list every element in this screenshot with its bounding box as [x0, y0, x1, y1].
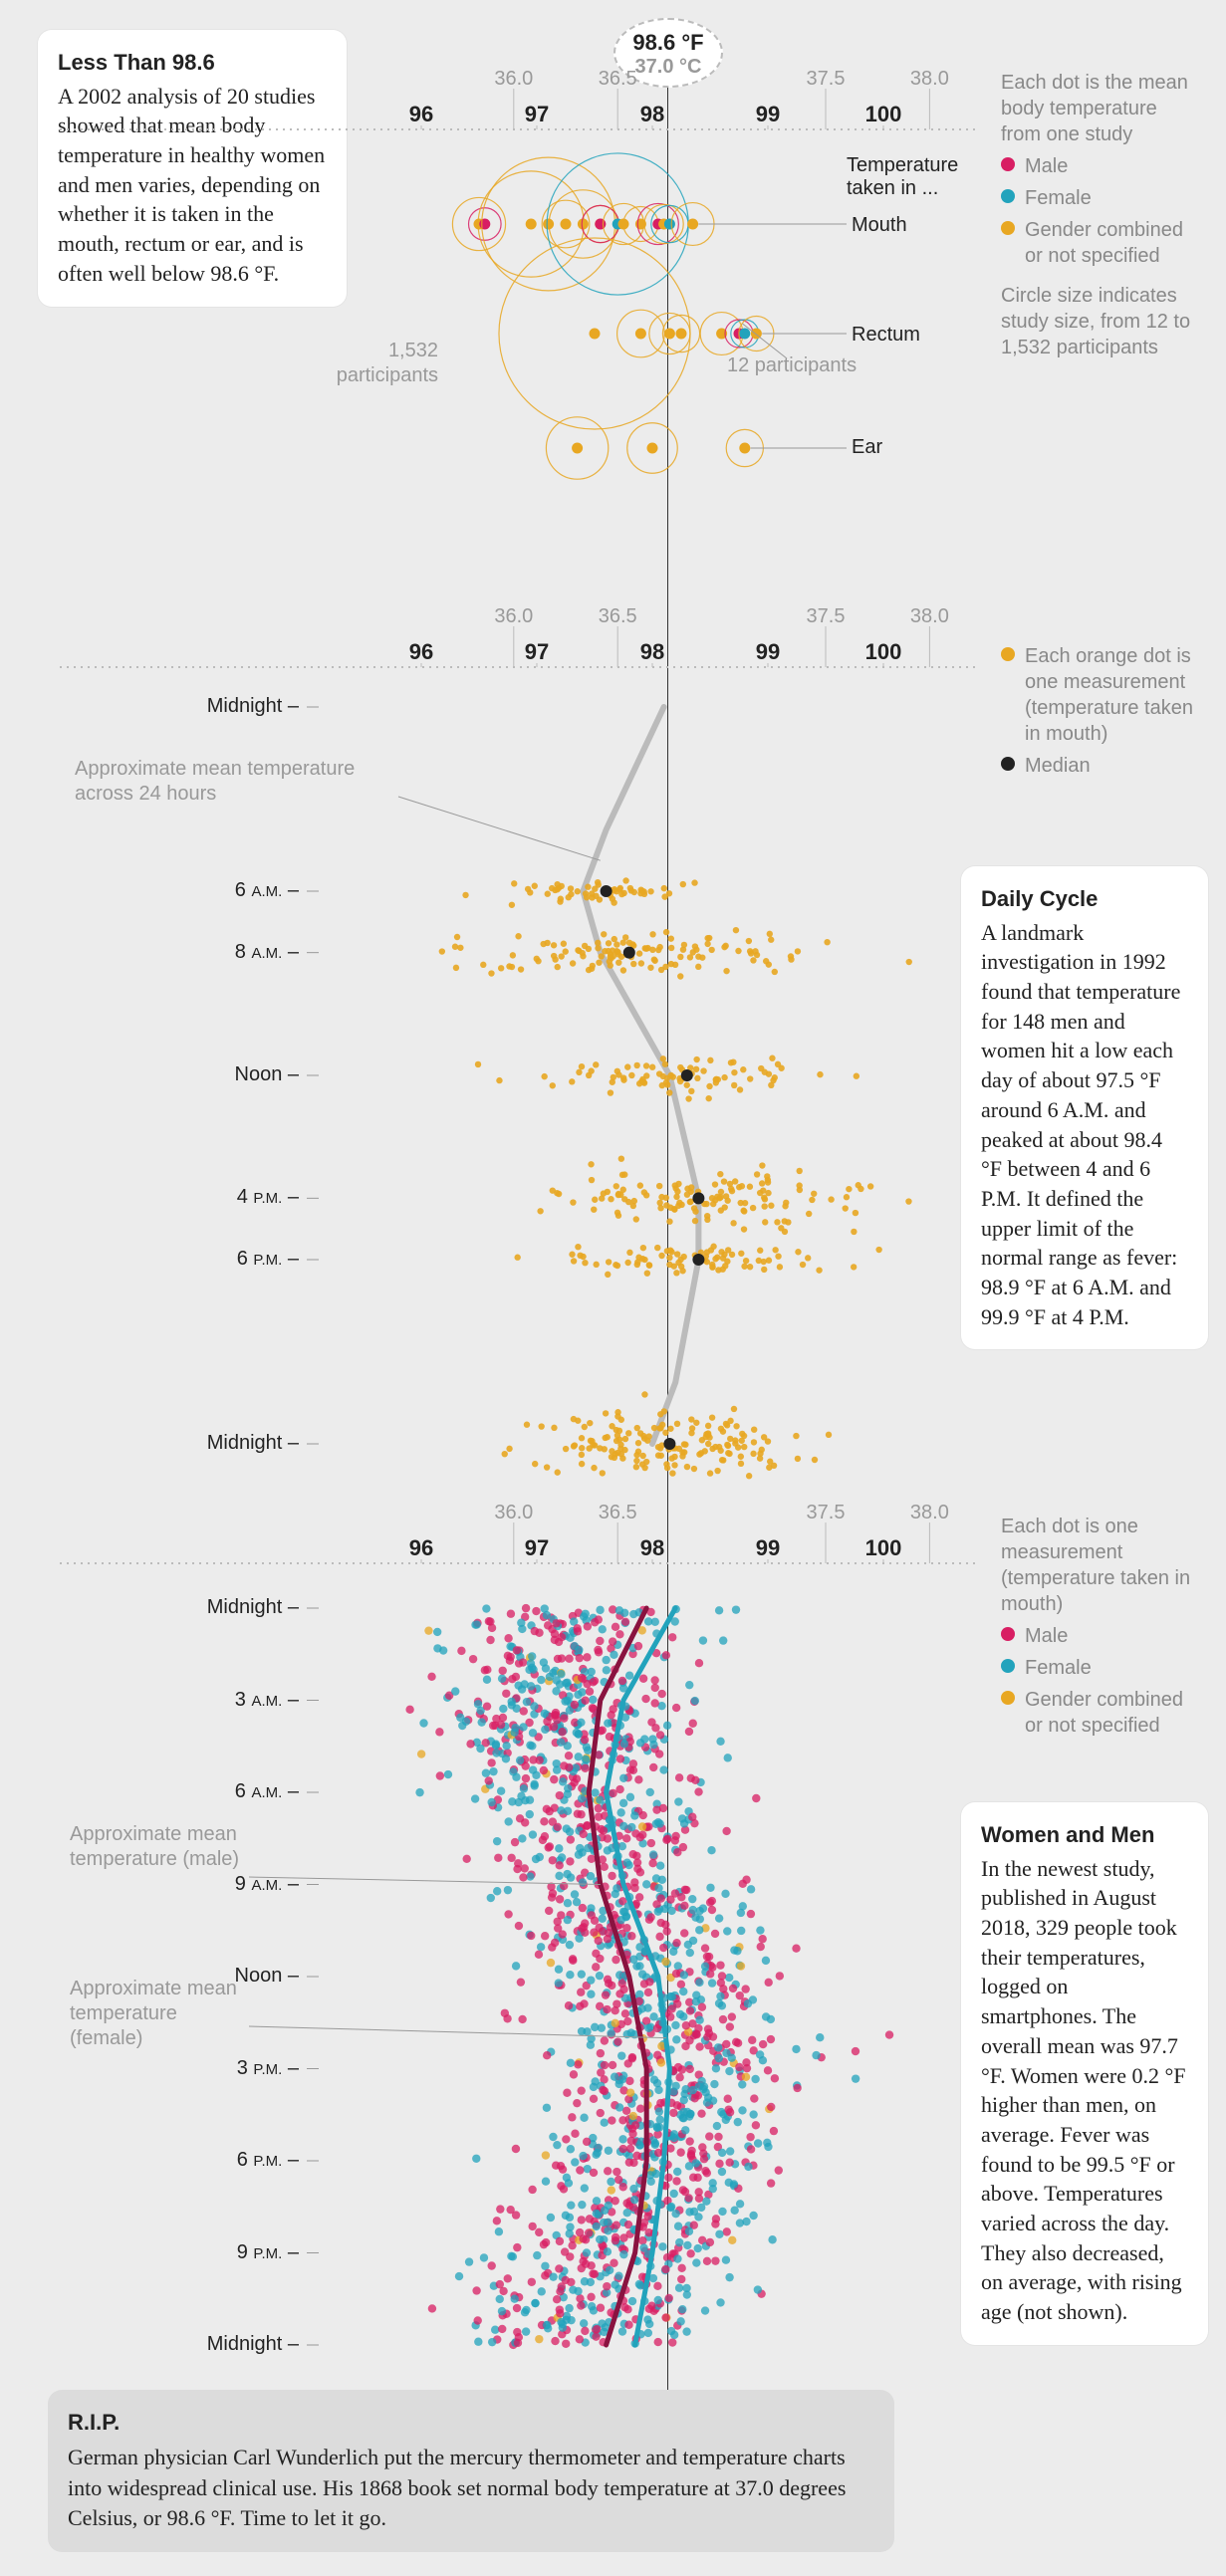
time-row-label: 6 A.M. – — [129, 1780, 299, 1803]
time-row-label: 9 A.M. – — [129, 1873, 299, 1896]
time-row-label: 4 P.M. – — [129, 1186, 299, 1209]
infographic-root: 98.6 °F 37.0 °C Less Than 98.6 A 2002 an… — [0, 0, 1226, 2576]
time-row-label: Midnight – — [129, 2333, 299, 2356]
panel1-chart — [0, 0, 1226, 597]
time-row-label: 3 P.M. – — [129, 2057, 299, 2080]
time-row-label: Noon – — [129, 1063, 299, 1086]
time-row-label: Midnight – — [129, 1432, 299, 1455]
time-row-label: 6 P.M. – — [129, 2149, 299, 2172]
time-row-label: Midnight – — [129, 1596, 299, 1619]
panel2-chart — [0, 597, 1226, 1494]
time-row-label: Noon – — [129, 1965, 299, 1988]
time-row-label: Midnight – — [129, 695, 299, 718]
time-row-label: 3 A.M. – — [129, 1689, 299, 1712]
time-row-label: 9 P.M. – — [129, 2241, 299, 2264]
time-row-label: 8 A.M. – — [129, 941, 299, 964]
time-row-label: 6 A.M. – — [129, 879, 299, 902]
time-row-label: 6 P.M. – — [129, 1248, 299, 1271]
